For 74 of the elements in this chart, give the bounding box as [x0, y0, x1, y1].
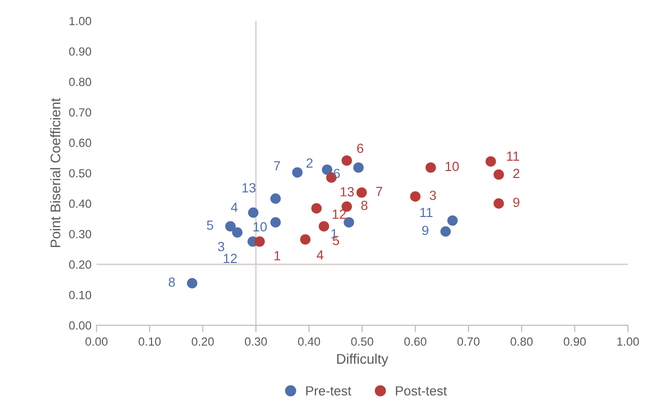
point	[410, 191, 421, 202]
annotation: 12	[332, 210, 346, 219]
x-tick-label: 0.90	[564, 337, 586, 346]
point	[254, 236, 265, 247]
annotation: 4	[316, 250, 324, 260]
y-tick-label: 0.00	[69, 321, 92, 330]
x-axis-title: Difficulty	[337, 354, 388, 367]
point	[186, 278, 198, 288]
annotation: 3	[218, 242, 224, 252]
y-tick-label: 0.20	[69, 260, 92, 269]
annotation: 7	[274, 161, 280, 170]
annotation: 2	[513, 168, 520, 178]
point	[486, 156, 496, 167]
point	[447, 215, 458, 226]
point	[342, 155, 352, 166]
point	[225, 221, 236, 232]
y-tick-label: 0.10	[69, 290, 92, 300]
point	[440, 226, 451, 237]
annotation: 7	[376, 186, 382, 196]
x-tick-label: 1.00	[617, 337, 639, 346]
annotation: 11	[507, 152, 520, 161]
y-tick-label: 0.90	[69, 47, 92, 56]
x-tick-label: 0.30	[244, 337, 267, 346]
y-tick-label: 1.00	[70, 16, 92, 26]
x-tick-label: 0.00	[85, 337, 108, 346]
legend-label: Pre-test	[306, 386, 352, 396]
annotation: 8	[168, 277, 175, 287]
annotation: 1	[274, 251, 280, 260]
annotation: 8	[361, 200, 368, 210]
point	[292, 167, 303, 178]
x-tick-label: 0.70	[457, 337, 480, 346]
annotation: 4	[230, 202, 238, 212]
point	[248, 207, 258, 218]
point	[356, 187, 367, 198]
annotation: 9	[513, 198, 520, 208]
annotation: 13	[242, 183, 256, 192]
point	[426, 162, 436, 173]
annotation: 10	[446, 162, 459, 172]
y-tick-label: 0.60	[69, 138, 92, 148]
y-tick-label: 0.70	[69, 108, 92, 117]
x-tick-label: 0.10	[138, 337, 161, 346]
annotation: 6	[357, 144, 364, 154]
y-axis-title: Point Biserial Coefficient	[50, 98, 60, 248]
annotation: 11	[420, 208, 432, 218]
x-tick-label: 0.20	[192, 337, 214, 346]
x-tick-label: 0.50	[351, 337, 374, 346]
point	[270, 217, 281, 228]
x-tick-label: 0.60	[404, 337, 426, 346]
annotation: 12	[224, 254, 237, 264]
point	[353, 162, 364, 173]
annotation: 13	[340, 187, 354, 196]
annotation: 3	[430, 190, 436, 200]
y-tick-label: 0.80	[69, 78, 92, 86]
annotation: 5	[332, 236, 340, 246]
annotation: 6	[334, 168, 340, 178]
legend-label: Post-test	[396, 386, 447, 396]
y-tick-label: 0.40	[69, 200, 92, 208]
point	[344, 217, 354, 228]
y-tick-label: 0.30	[69, 230, 92, 238]
annotation: 9	[422, 226, 428, 236]
point	[494, 169, 504, 180]
point	[494, 198, 504, 209]
annotation: 10	[254, 222, 267, 232]
point	[270, 193, 281, 204]
point	[318, 221, 330, 232]
annotation: 5	[206, 220, 214, 230]
point	[311, 203, 322, 214]
y-tick-label: 0.50	[69, 169, 92, 178]
x-tick-label: 0.80	[510, 337, 533, 346]
point	[300, 234, 311, 245]
point	[232, 227, 243, 238]
point	[322, 164, 332, 175]
annotation: 2	[306, 158, 313, 168]
x-tick-label: 0.40	[298, 337, 320, 346]
